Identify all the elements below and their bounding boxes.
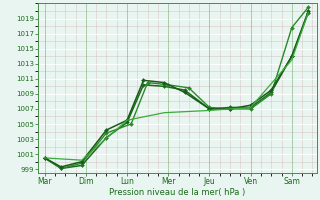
X-axis label: Pression niveau de la mer( hPa ): Pression niveau de la mer( hPa ) [109,188,246,197]
